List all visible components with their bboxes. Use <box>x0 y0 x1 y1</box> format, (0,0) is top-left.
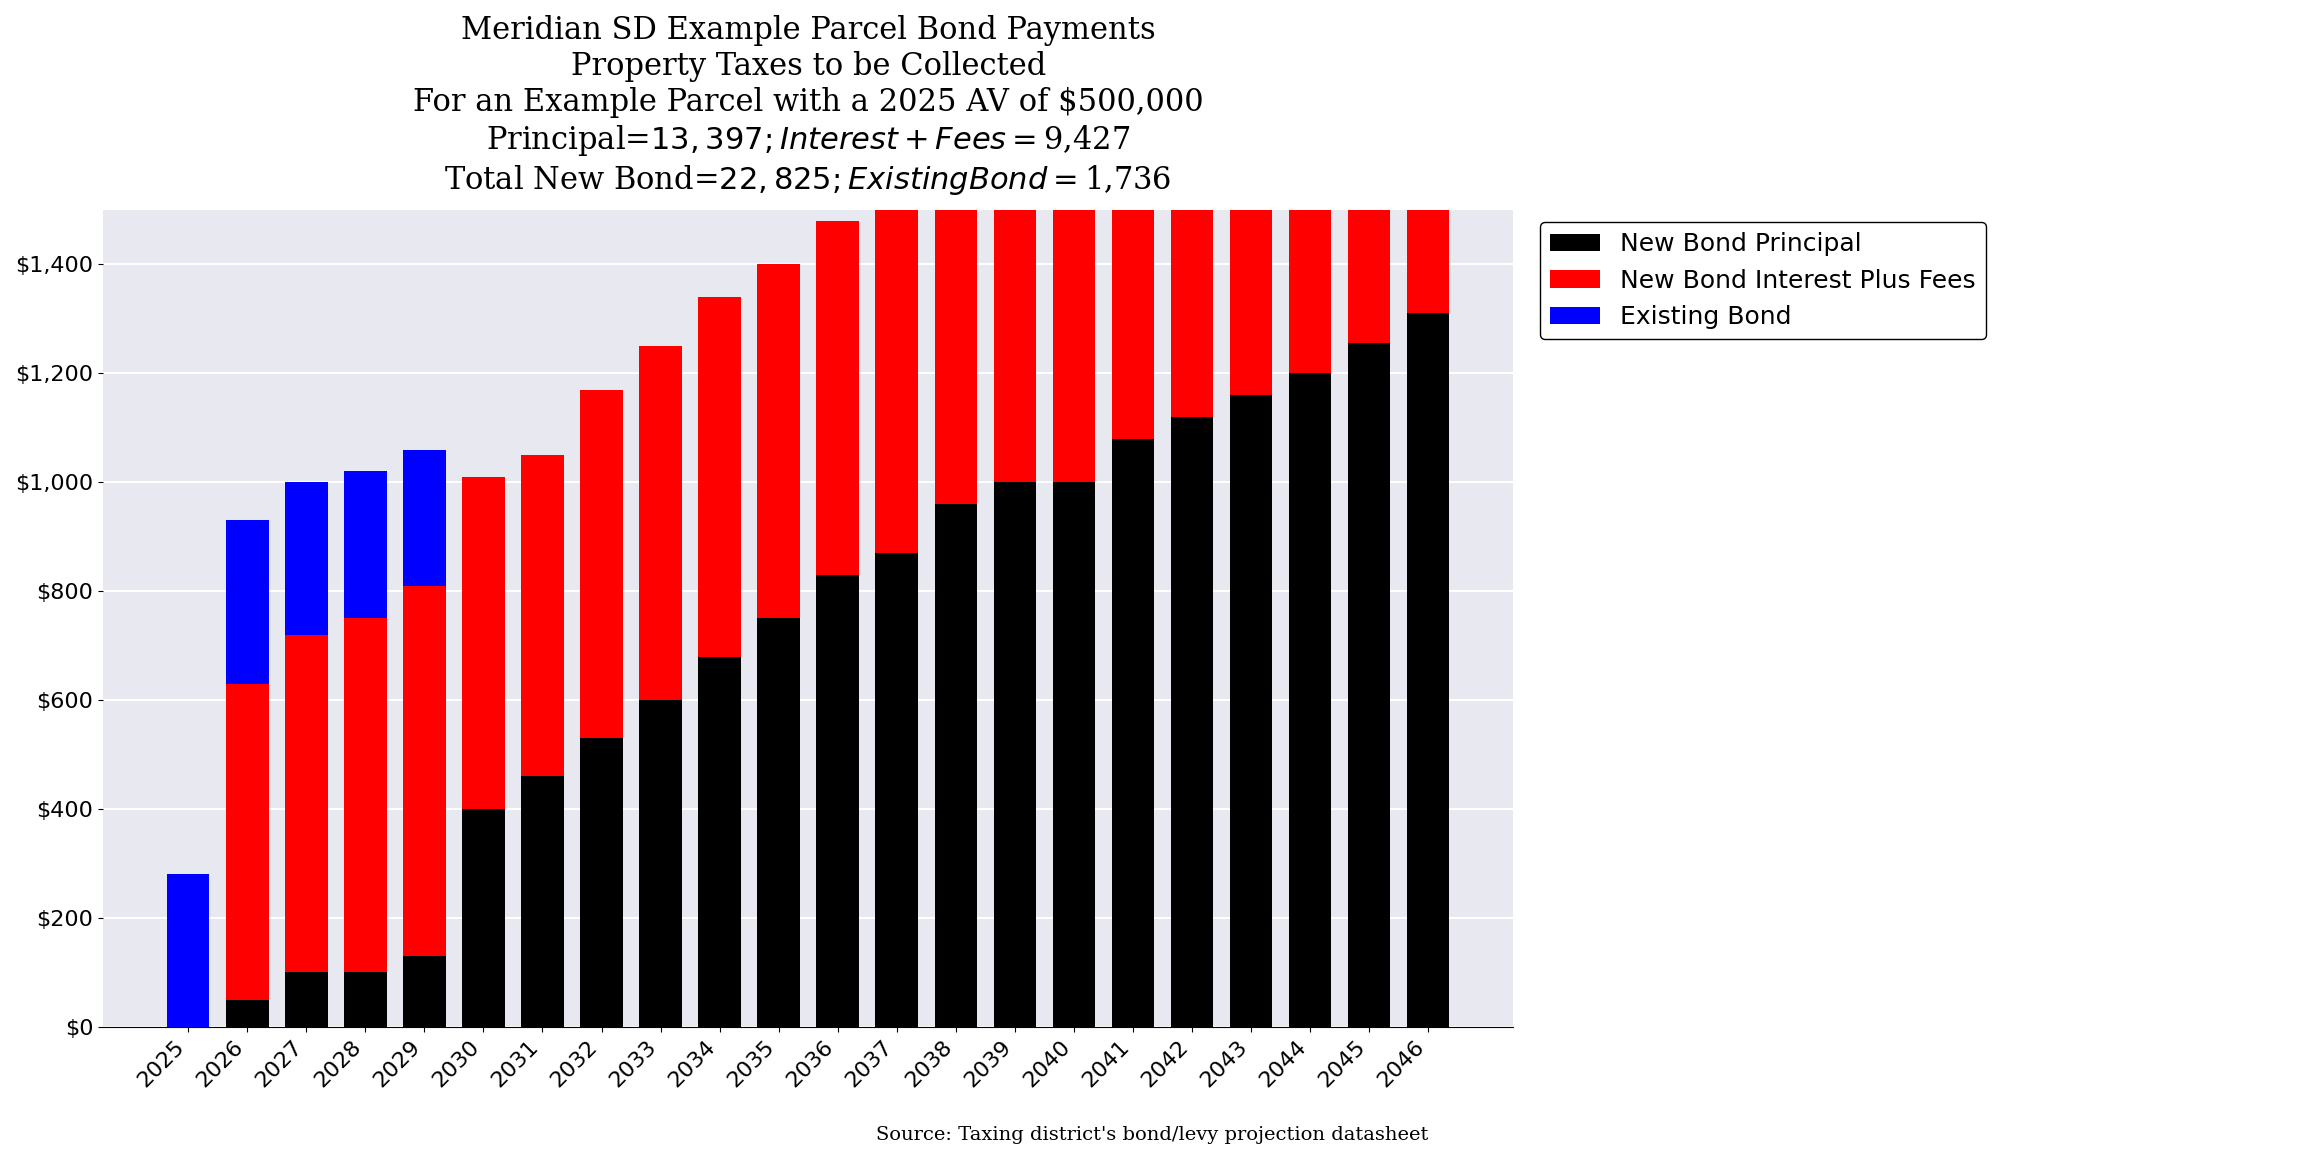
Bar <box>1170 417 1214 1026</box>
Bar <box>993 134 1037 483</box>
Bar <box>403 449 445 585</box>
Bar <box>1288 373 1332 1026</box>
Bar <box>166 874 210 1026</box>
Bar <box>463 809 505 1026</box>
Bar <box>816 575 859 1026</box>
Bar <box>876 204 917 553</box>
Bar <box>1348 343 1389 1026</box>
Bar <box>638 346 682 700</box>
Bar <box>1053 134 1094 483</box>
Bar <box>286 483 327 635</box>
Bar <box>1408 0 1449 313</box>
Title: Meridian SD Example Parcel Bond Payments
Property Taxes to be Collected
For an E: Meridian SD Example Parcel Bond Payments… <box>412 15 1203 197</box>
Bar <box>226 521 270 684</box>
Bar <box>1170 74 1214 417</box>
Bar <box>698 297 742 657</box>
Bar <box>463 477 505 809</box>
Bar <box>1348 0 1389 343</box>
Bar <box>286 972 327 1026</box>
Bar <box>403 956 445 1026</box>
Bar <box>403 585 445 956</box>
Bar <box>993 483 1037 1026</box>
Bar <box>581 738 622 1026</box>
Bar <box>1230 395 1272 1026</box>
Bar <box>581 389 622 738</box>
Bar <box>758 619 799 1026</box>
Bar <box>521 776 564 1026</box>
Bar <box>1111 96 1154 439</box>
Bar <box>1230 52 1272 395</box>
Bar <box>698 657 742 1026</box>
Bar <box>638 700 682 1026</box>
Bar <box>1053 483 1094 1026</box>
Bar <box>226 684 270 1000</box>
Bar <box>521 455 564 776</box>
Bar <box>1288 30 1332 373</box>
Text: Source: Taxing district's bond/levy projection datasheet: Source: Taxing district's bond/levy proj… <box>876 1127 1428 1144</box>
Bar <box>343 972 387 1026</box>
Bar <box>758 264 799 619</box>
Bar <box>935 503 977 1026</box>
Bar <box>343 471 387 619</box>
Bar <box>1408 313 1449 1026</box>
Bar <box>816 221 859 575</box>
Bar <box>343 619 387 972</box>
Bar <box>935 156 977 503</box>
Bar <box>226 1000 270 1026</box>
Bar <box>286 635 327 972</box>
Legend: New Bond Principal, New Bond Interest Plus Fees, Existing Bond: New Bond Principal, New Bond Interest Pl… <box>1539 222 1986 340</box>
Bar <box>1111 439 1154 1026</box>
Bar <box>876 553 917 1026</box>
